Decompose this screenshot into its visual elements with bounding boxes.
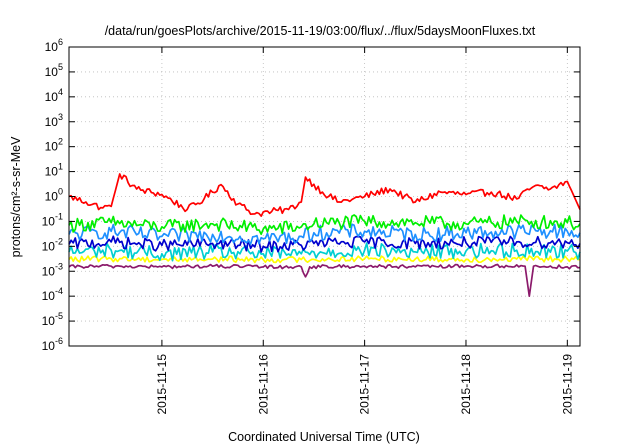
- series-line-0: [68, 173, 581, 217]
- y-tick-label: 10-3: [42, 261, 63, 278]
- y-tick-label: 105: [45, 62, 63, 79]
- series-line-4: [68, 242, 581, 262]
- x-tick-label: 2015-11-16: [256, 354, 270, 415]
- y-tick-label: 102: [45, 137, 63, 154]
- series-line-3: [68, 235, 581, 253]
- x-tick-label: 2015-11-17: [358, 354, 372, 415]
- series-line-5: [68, 255, 581, 264]
- series-line-2: [68, 223, 581, 246]
- y-tick-label: 100: [45, 187, 63, 204]
- y-tick-label: 10-4: [42, 286, 63, 303]
- y-tick-label: 104: [45, 87, 63, 104]
- x-tick-label: 2015-11-15: [155, 354, 169, 415]
- chart-title: /data/run/goesPlots/archive/2015-11-19/0…: [105, 24, 536, 38]
- y-tick-label: 10-6: [42, 336, 63, 353]
- y-tick-label: 10-5: [42, 311, 63, 328]
- series-group: [68, 173, 581, 298]
- x-tick-label: 2015-11-19: [560, 354, 574, 415]
- y-tick-label: 101: [45, 162, 63, 179]
- y-axis-title: protons/cm²-s-sr-MeV: [9, 136, 23, 258]
- x-axis-title: Coordinated Universal Time (UTC): [228, 430, 420, 444]
- series-line-6: [68, 263, 581, 298]
- x-tick-label: 2015-11-18: [459, 354, 473, 415]
- y-tick-label: 103: [45, 112, 63, 129]
- series-line-1: [68, 214, 581, 236]
- y-tick-label: 10-1: [42, 211, 63, 228]
- y-tick-label: 10-2: [42, 236, 63, 253]
- y-tick-label: 106: [45, 37, 63, 54]
- axes: 10-6 10-5 10-4 10-3 10-2 10-1 100 101 102 103 104 1…: [42, 37, 580, 415]
